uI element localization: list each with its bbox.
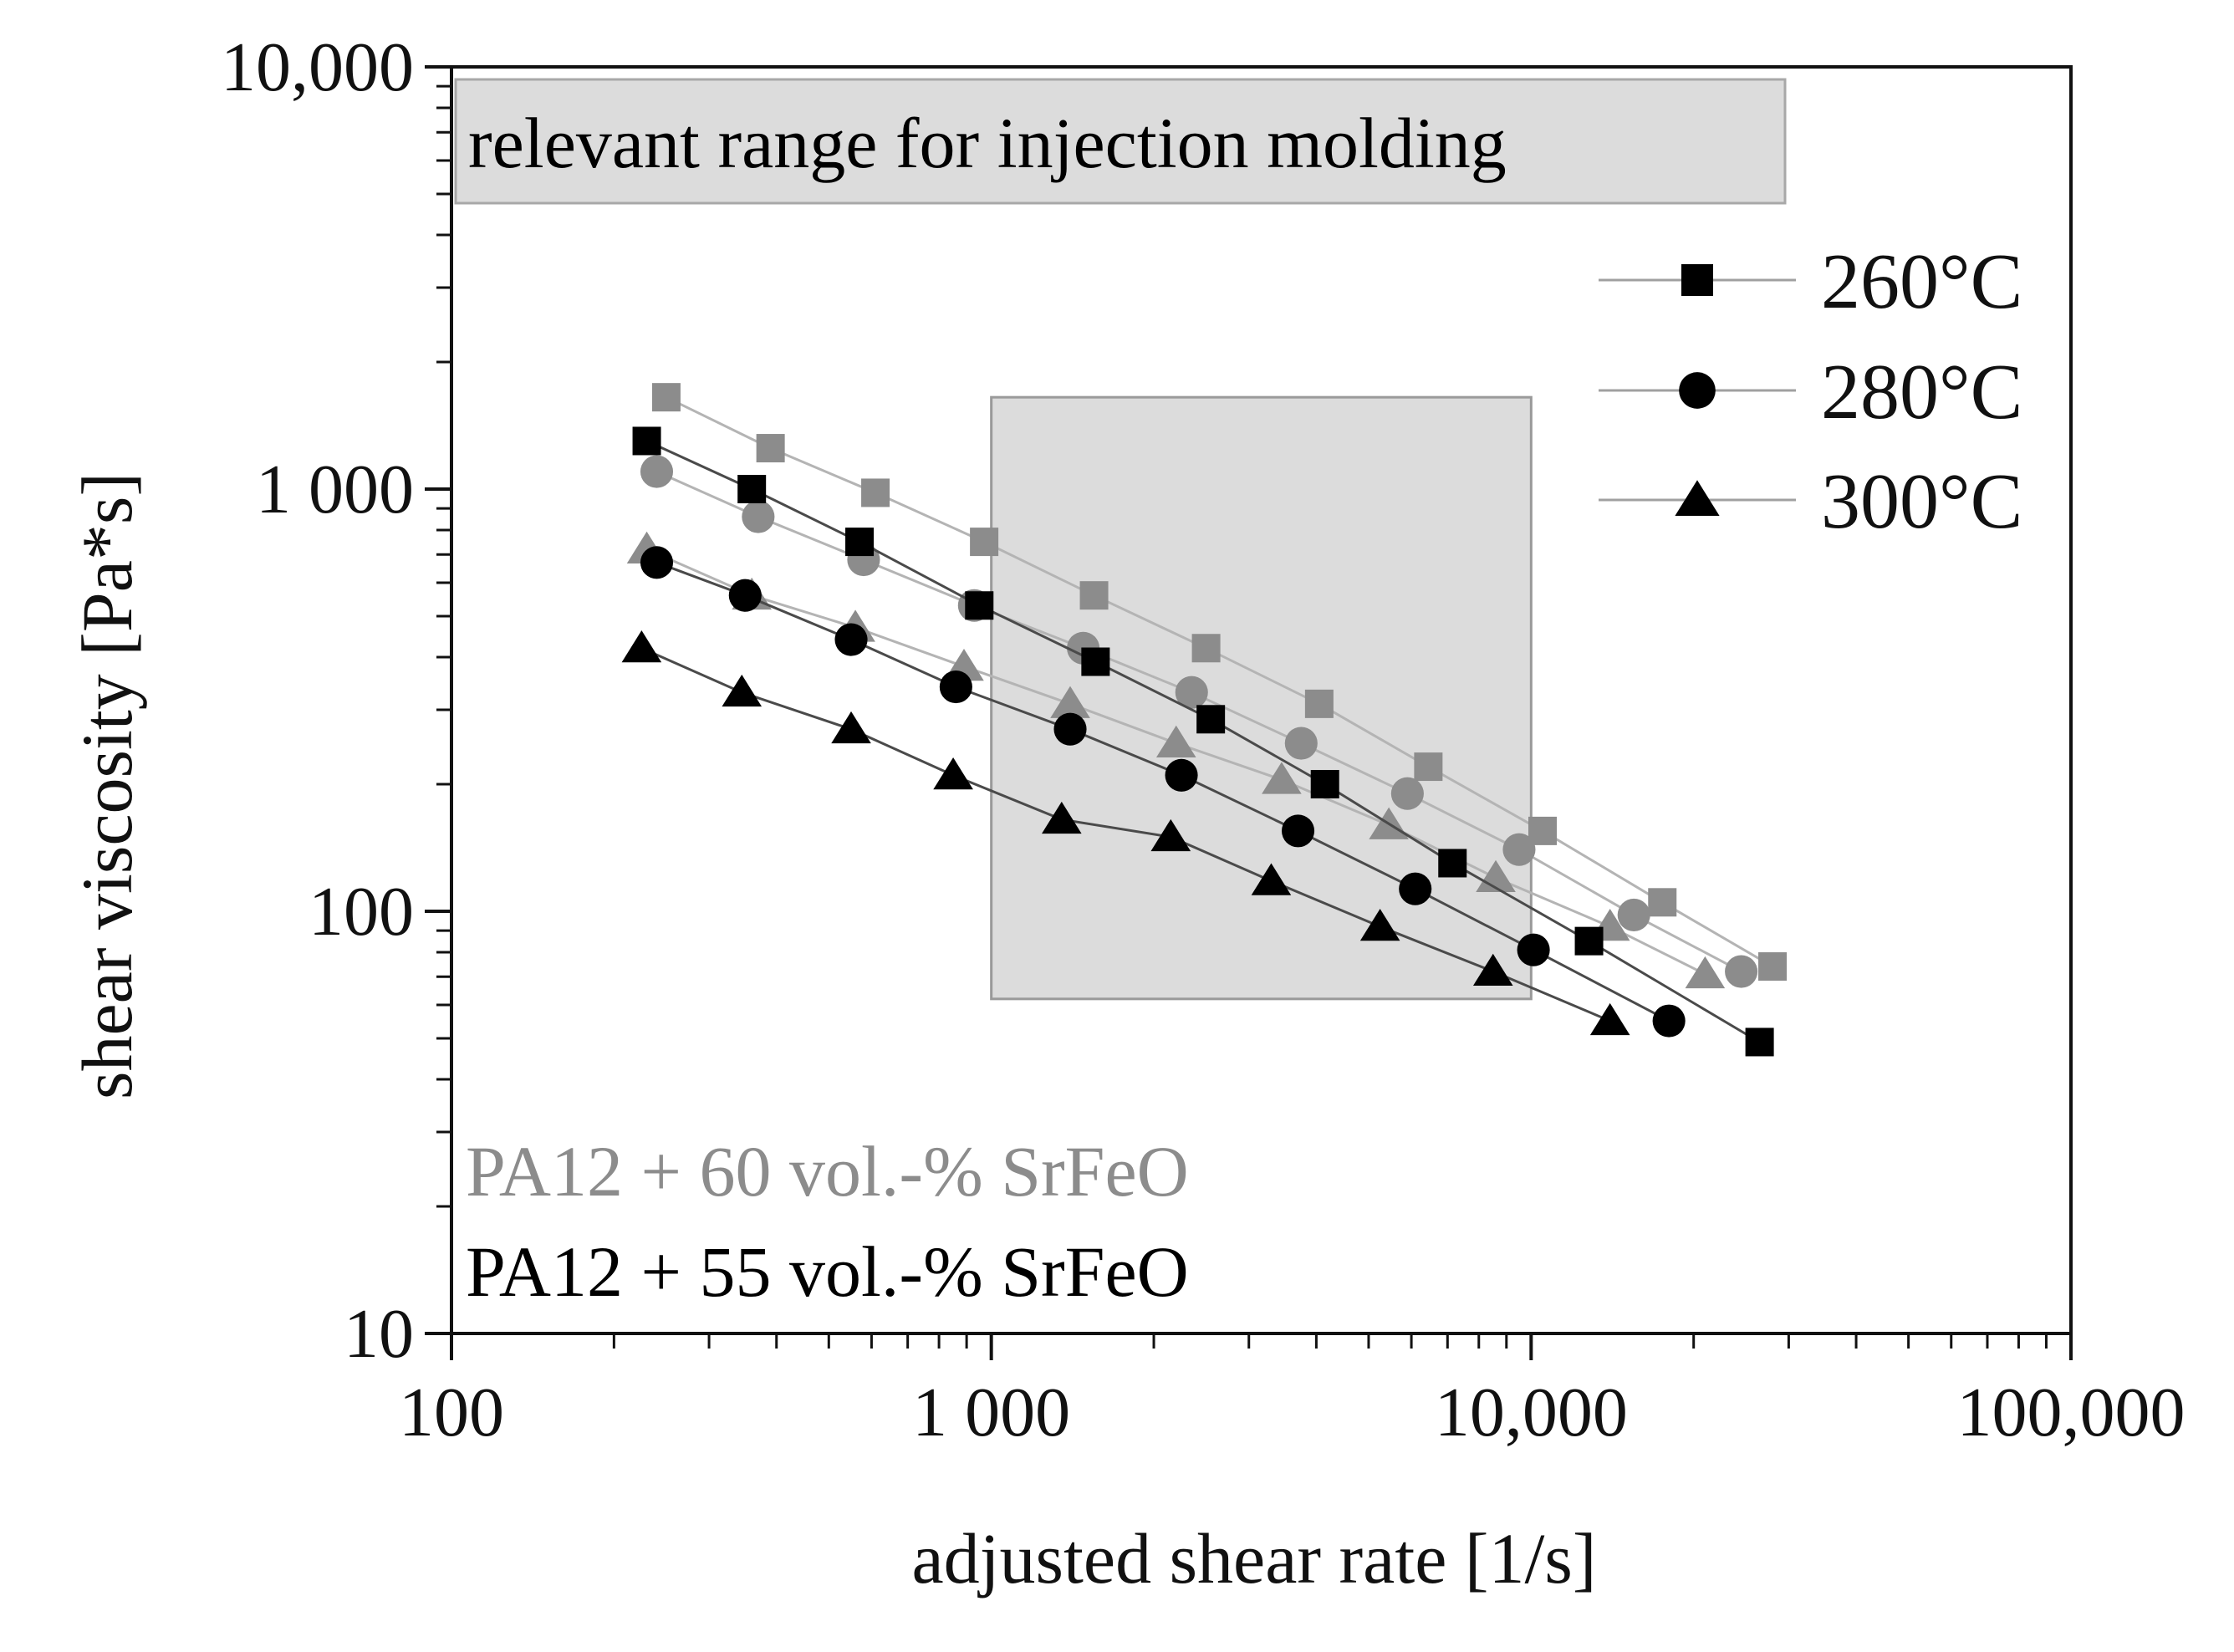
data-point (1652, 1004, 1686, 1038)
data-point (1165, 758, 1198, 792)
legend-marker (1681, 264, 1713, 296)
y-tick-label: 10,000 (221, 28, 414, 106)
data-point (621, 630, 662, 663)
highlight-region (990, 395, 1533, 1001)
series-55-square (632, 426, 1774, 1057)
data-point (728, 579, 762, 612)
x-tick-label: 100 (399, 1374, 504, 1451)
y-tick-label: 10 (344, 1295, 414, 1373)
y-tick-label: 100 (309, 873, 414, 951)
material-labels: PA12 + 60 vol.-% SrFeO PA12 + 55 vol.-% … (466, 1131, 1189, 1312)
series-line (645, 440, 1761, 1043)
data-point (939, 670, 972, 704)
data-point (737, 475, 767, 503)
data-point (834, 623, 868, 656)
data-point (1175, 676, 1208, 709)
data-point (1251, 863, 1292, 895)
data-point (1438, 849, 1467, 878)
data-point (1155, 725, 1196, 758)
x-axis-title: adjusted shear rate [1/s] (911, 1518, 1596, 1598)
data-point (831, 711, 871, 744)
relevant-range-box: relevant range for injection molding (454, 78, 1787, 205)
series-line (640, 646, 1611, 1022)
data-point (722, 674, 763, 707)
data-point (640, 455, 674, 488)
legend: 260°C 280°C 300°C (1599, 238, 2022, 545)
data-point (1745, 1027, 1774, 1057)
data-point (1284, 727, 1318, 760)
material-label-55: PA12 + 55 vol.-% SrFeO (466, 1231, 1189, 1312)
series-55-circle (640, 546, 1686, 1038)
data-point (845, 528, 875, 557)
data-point (1262, 762, 1302, 794)
legend-label: 300°C (1821, 458, 2022, 545)
relevant-range-box-bg (454, 78, 1787, 205)
data-point (1050, 686, 1090, 718)
data-point (1685, 956, 1726, 989)
data-point (742, 500, 775, 533)
data-point (1359, 909, 1400, 941)
material-label-60: PA12 + 60 vol.-% SrFeO (466, 1131, 1189, 1211)
data-point (1281, 814, 1315, 848)
legend-marker (1679, 372, 1716, 409)
series-55-triangle (621, 630, 1630, 1036)
data-point (1574, 926, 1604, 956)
data-point (965, 591, 994, 620)
data-point (651, 383, 681, 412)
legend-label: 260°C (1821, 238, 2022, 325)
data-point (1196, 705, 1226, 734)
data-point (1758, 952, 1788, 982)
x-tick-label: 10,000 (1435, 1374, 1628, 1451)
data-point (1648, 888, 1677, 917)
data-point (1304, 689, 1334, 718)
data-point (1191, 634, 1221, 663)
highlight-region-layer (990, 395, 1533, 1001)
series-60-square (651, 383, 1788, 982)
y-tick-label: 1 000 (256, 451, 414, 528)
data-point (1617, 898, 1650, 931)
data-point (1476, 859, 1516, 893)
data-point (1042, 801, 1082, 834)
data-point (756, 434, 785, 463)
series-layer (621, 383, 1788, 1057)
data-point (970, 528, 999, 557)
data-point (1053, 712, 1087, 746)
data-point (632, 426, 661, 456)
legend-marker (1675, 480, 1720, 516)
x-tick-label: 1 000 (912, 1374, 1070, 1451)
data-point (1725, 955, 1758, 988)
x-tick-label: 100,000 (1957, 1374, 2186, 1451)
data-point (640, 546, 674, 579)
data-point (1079, 581, 1109, 610)
data-point (1589, 1002, 1630, 1036)
data-point (1390, 777, 1424, 810)
legend-label: 280°C (1821, 349, 2022, 436)
series-line (655, 561, 1670, 1022)
y-axis-title: shear viscosity [Pa*s] (67, 472, 147, 1099)
data-point (861, 478, 890, 507)
data-point (933, 757, 973, 790)
data-point (1502, 833, 1536, 866)
legend-item-square: 260°C (1599, 238, 2022, 325)
data-point (1399, 872, 1432, 905)
plot-frame (450, 65, 2073, 1335)
data-point (1310, 769, 1339, 798)
relevant-range-label: relevant range for injection molding (468, 103, 1507, 183)
data-point (1150, 818, 1191, 852)
data-point (1081, 647, 1110, 676)
legend-item-circle: 280°C (1599, 349, 2022, 436)
data-point (1517, 933, 1550, 966)
data-point (1414, 752, 1443, 782)
data-point (1472, 953, 1513, 987)
data-point (1528, 816, 1558, 845)
legend-item-triangle: 300°C (1599, 458, 2022, 545)
